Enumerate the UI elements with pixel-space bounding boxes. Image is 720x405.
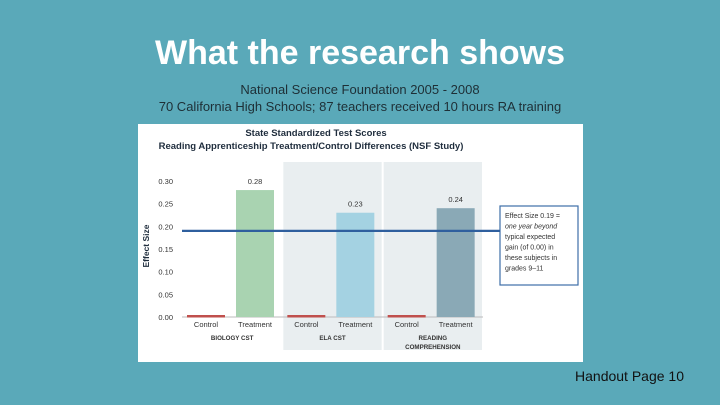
y-tick-label: 0.20 [158,222,173,231]
treatment-bar [236,190,274,317]
annotation-text: Effect Size 0.19 = [505,213,560,220]
y-tick-label: 0.00 [158,313,173,322]
x-tick-label: Control [194,320,219,329]
x-tick-label: Treatment [439,320,474,329]
effect-size-chart: State Standardized Test Scores Reading A… [141,128,579,351]
group-label: BIOLOGY CST [211,335,254,342]
group-label: READING [419,335,448,342]
y-tick-label: 0.15 [158,245,173,254]
annotation-text: these subjects in [505,255,557,262]
x-tick-label: Control [294,320,319,329]
y-tick-label: 0.10 [158,268,173,277]
y-tick-label: 0.05 [158,290,173,299]
control-bar [187,315,225,318]
treatment-bar [336,212,375,317]
group-label: COMPREHENSION [405,344,461,351]
annotation-text: one year beyond [505,224,558,231]
chart-panel: State Standardized Test Scores Reading A… [138,124,583,362]
annotation-text: gain (of 0.00) in [505,245,554,252]
control-bar [287,315,326,318]
bar-value-label: 0.24 [448,195,463,204]
chart-title: State Standardized Test Scores [245,128,386,139]
slide-subtitle-line1: National Science Foundation 2005 - 2008 [240,82,480,97]
chart-subtitle: Reading Apprenticeship Treatment/Control… [159,141,464,152]
x-tick-label: Treatment [238,320,273,329]
y-tick-label: 0.25 [158,200,173,209]
treatment-bar [436,208,475,317]
annotation-box [499,205,579,286]
annotation-text: grades 9–11 [505,266,544,273]
group-label: ELA CST [319,335,345,342]
bar-value-label: 0.28 [248,177,263,186]
y-tick-label: 0.30 [158,177,173,186]
slide-title: What the research shows [154,34,565,72]
x-tick-label: Control [395,320,420,329]
handout-page-label: Handout Page 10 [575,368,684,384]
bar-value-label: 0.23 [348,200,363,209]
slide-subtitle-line2: 70 California High Schools; 87 teachers … [158,99,562,114]
y-axis-label: Effect Size [141,224,151,267]
annotation-text: typical expected [505,234,555,241]
x-tick-label: Treatment [338,320,373,329]
control-bar [387,315,426,318]
